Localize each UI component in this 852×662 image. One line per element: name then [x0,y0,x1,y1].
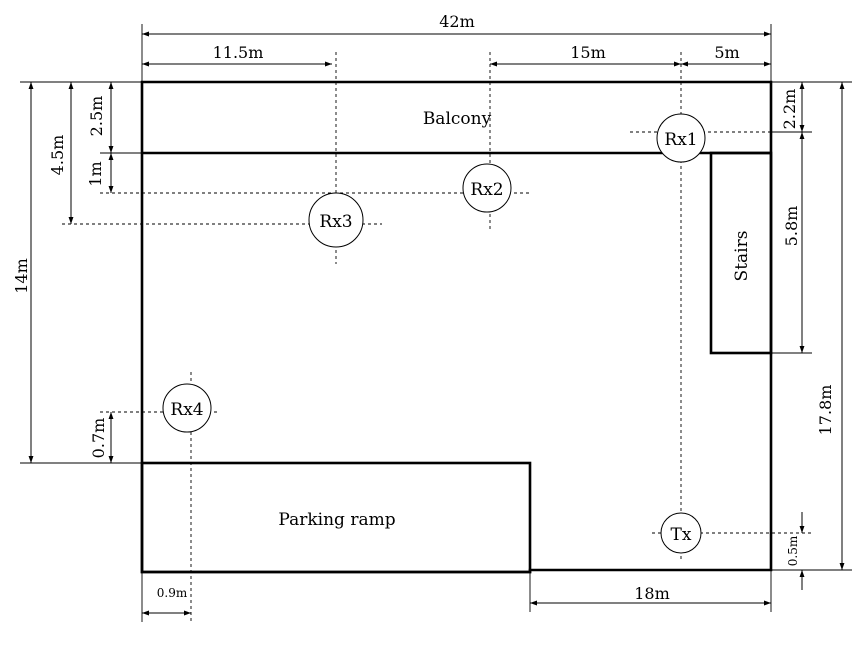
rx3-node: Rx3 [308,192,364,248]
dimension-ramp-gap: 18m [530,584,771,606]
dim-2-2m: 2.2m [780,89,799,130]
dim-5m: 5m [714,43,739,62]
dimension-right-total: 17.8m [816,82,845,570]
dim-2-5m: 2.5m [87,96,106,137]
rx3-label: Rx3 [319,212,352,232]
dimension-left-total: 14m [12,82,34,463]
dimension-left-offset: 11.5m [142,43,332,67]
parking-ramp-label: Parking ramp [278,510,395,530]
dim-5-8m: 5.8m [782,206,801,247]
dimension-rx4-offset: 0.7m [89,412,114,463]
dim-17-8m: 17.8m [816,385,835,436]
dimension-mid-span: 15m [490,43,681,67]
dim-18m: 18m [634,584,670,603]
dim-11-5m: 11.5m [213,43,264,62]
dim-0-9m: 0.9m [157,586,188,600]
dimension-right-span: 5m [681,43,771,67]
dimension-top-total: 42m [142,12,771,37]
dim-15m: 15m [570,43,606,62]
tx-node: Tx [660,512,702,554]
rx2-label: Rx2 [470,180,503,200]
dimension-tx-offset: 0.5m [786,512,805,590]
dim-1m: 1m [86,161,105,186]
stairs-block [709,151,773,355]
tx-label: Tx [671,525,692,545]
dimension-rx2-offset: 1m [86,153,114,193]
dimension-rx3-depth: 4.5m [48,82,74,224]
rx2-node: Rx2 [462,163,512,213]
rx1-label: Rx1 [664,130,697,150]
dim-14m: 14m [12,258,31,294]
stairs-label: Stairs [732,231,752,282]
dimension-balcony-depth: 2.5m [87,82,114,153]
dim-4-5m: 4.5m [48,135,67,176]
balcony-label: Balcony [423,109,492,129]
dimension-rx1-depth: 2.2m [780,82,805,132]
dimension-rx4-x: 0.9m [142,586,191,616]
rx1-node: Rx1 [656,113,706,163]
dim-0-5m: 0.5m [786,535,800,566]
rx4-node: Rx4 [162,383,212,433]
dim-0-7m: 0.7m [89,418,108,459]
dim-42m: 42m [439,12,475,31]
parking-ramp-block [140,461,532,574]
rx4-label: Rx4 [170,400,203,420]
dimension-stairs-length: 5.8m [782,132,805,353]
